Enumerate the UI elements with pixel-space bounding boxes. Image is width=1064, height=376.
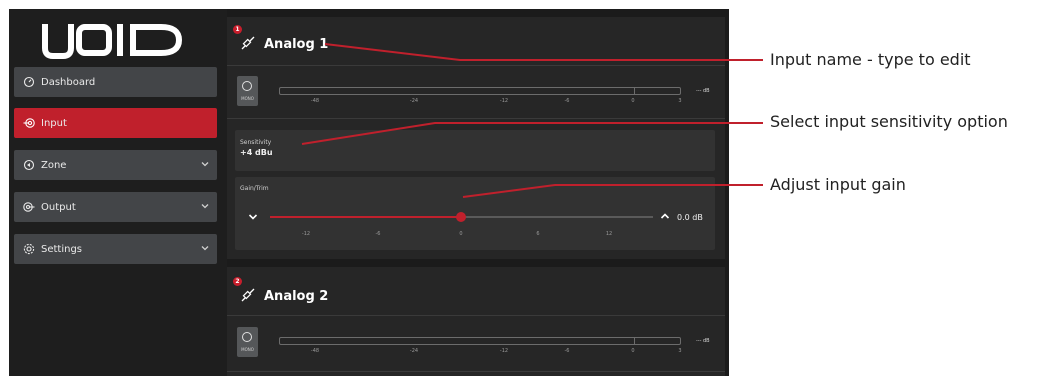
gain-slider-fill	[270, 216, 461, 218]
input-jack-icon	[241, 36, 255, 50]
output-icon	[23, 202, 35, 212]
meter-tick: -24	[409, 98, 419, 104]
meter-tick: -48	[310, 348, 320, 354]
annotation-input-name: Input name - type to edit	[770, 50, 971, 69]
meter-tick: -48	[310, 98, 320, 104]
sidebar-item-output[interactable]: Output	[14, 192, 217, 222]
sidebar: Dashboard Input Zone	[9, 9, 227, 376]
sensitivity-selector[interactable]: Sensitivity +4 dBu	[235, 130, 715, 171]
input-icon	[23, 118, 35, 128]
meter-tick: -6	[564, 98, 570, 104]
input-name-field[interactable]: Analog 2	[264, 289, 329, 304]
sidebar-item-label: Zone	[41, 159, 67, 171]
annotation-gain: Adjust input gain	[770, 175, 906, 194]
meter-tick: 0	[631, 98, 635, 104]
meter-tick: 3	[678, 348, 682, 354]
meter-tick: 3	[678, 98, 682, 104]
level-meter	[279, 337, 681, 345]
gain-slider-thumb[interactable]	[456, 212, 466, 222]
gain-decrease-icon[interactable]	[248, 213, 258, 221]
chevron-down-icon[interactable]	[200, 243, 210, 253]
channel-number-badge: 1	[233, 25, 242, 34]
meter-tick: 0	[631, 348, 635, 354]
level-meter	[279, 87, 681, 95]
gain-tick: -6	[375, 231, 381, 237]
meter-tick: -12	[499, 98, 509, 104]
app-window: Dashboard Input Zone	[9, 9, 729, 376]
gain-tick: 12	[605, 231, 613, 237]
void-logo	[42, 24, 183, 59]
sidebar-item-label: Dashboard	[41, 76, 96, 88]
gain-slider-track[interactable]	[270, 212, 653, 222]
gain-increase-icon[interactable]	[660, 212, 670, 220]
input-jack-icon	[241, 288, 255, 302]
meter-db-readout: --- dB	[696, 88, 710, 94]
meter-tick: -6	[564, 348, 570, 354]
sidebar-item-input[interactable]: Input	[14, 108, 217, 138]
gain-trim-card: Gain/Trim 0.0 dB -12 -6 0 6 12	[235, 177, 715, 250]
sensitivity-value: +4 dBu	[240, 148, 273, 157]
gauge-icon	[23, 76, 35, 88]
mono-label: MONO	[241, 96, 254, 101]
gain-label: Gain/Trim	[240, 185, 269, 192]
gain-tick: 6	[536, 231, 540, 237]
sidebar-item-settings[interactable]: Settings	[14, 234, 217, 264]
gain-value: 0.0 dB	[677, 213, 703, 222]
mono-button[interactable]: MONO	[237, 76, 258, 106]
sensitivity-label: Sensitivity	[240, 139, 272, 146]
sidebar-item-zone[interactable]: Zone	[14, 150, 217, 180]
sidebar-item-label: Input	[41, 117, 67, 129]
sidebar-item-label: Settings	[41, 243, 83, 255]
mono-label: MONO	[241, 347, 254, 352]
meter-tick: -24	[409, 348, 419, 354]
sidebar-item-dashboard[interactable]: Dashboard	[14, 67, 217, 97]
zone-icon	[23, 159, 35, 171]
gain-tick: -12	[301, 231, 311, 237]
input-panel-analog-2: 2 Analog 2 MONO -48 -24 -12 -6 0 3 --- d…	[227, 267, 725, 376]
meter-tick: -12	[499, 348, 509, 354]
sidebar-item-label: Output	[41, 201, 76, 213]
input-panel-analog-1: 1 Analog 1 MONO -48 -24 -12 -6 0 3 --- d…	[227, 17, 725, 259]
annotation-sensitivity: Select input sensitivity option	[770, 112, 1008, 131]
chevron-down-icon[interactable]	[200, 159, 210, 169]
main-content: 1 Analog 1 MONO -48 -24 -12 -6 0 3 --- d…	[227, 9, 729, 376]
meter-db-readout: --- dB	[696, 338, 710, 344]
mono-button[interactable]: MONO	[237, 327, 258, 357]
channel-number-badge: 2	[233, 277, 242, 286]
chevron-down-icon[interactable]	[200, 201, 210, 211]
input-name-field[interactable]: Analog 1	[264, 37, 329, 52]
gain-tick: 0	[459, 231, 463, 237]
gear-icon	[23, 243, 35, 255]
